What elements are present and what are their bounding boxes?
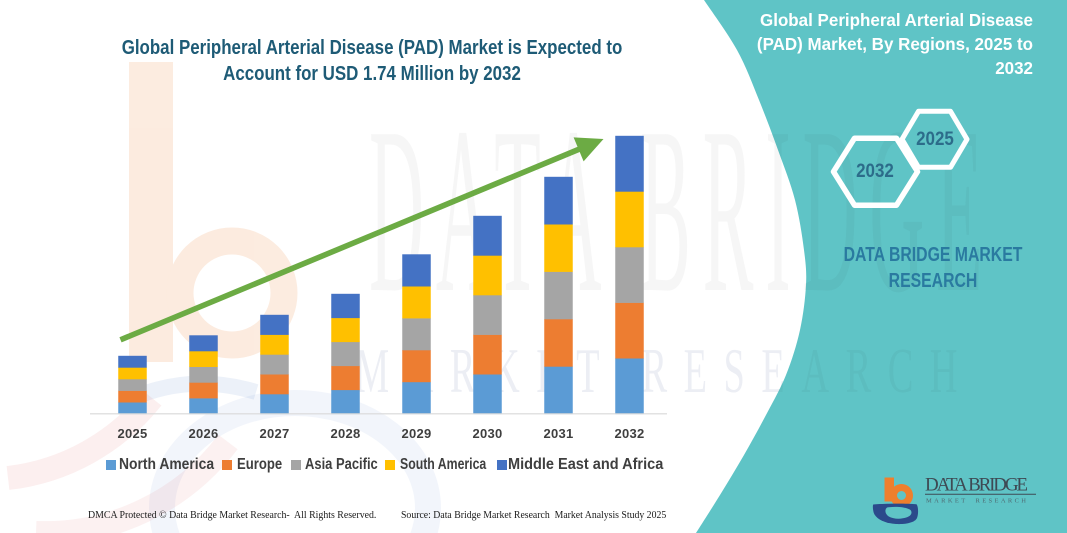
svg-text:DATA BRIDGE: DATA BRIDGE	[925, 475, 1028, 496]
svg-text:MARKET RESEARCH: MARKET RESEARCH	[926, 498, 1026, 505]
